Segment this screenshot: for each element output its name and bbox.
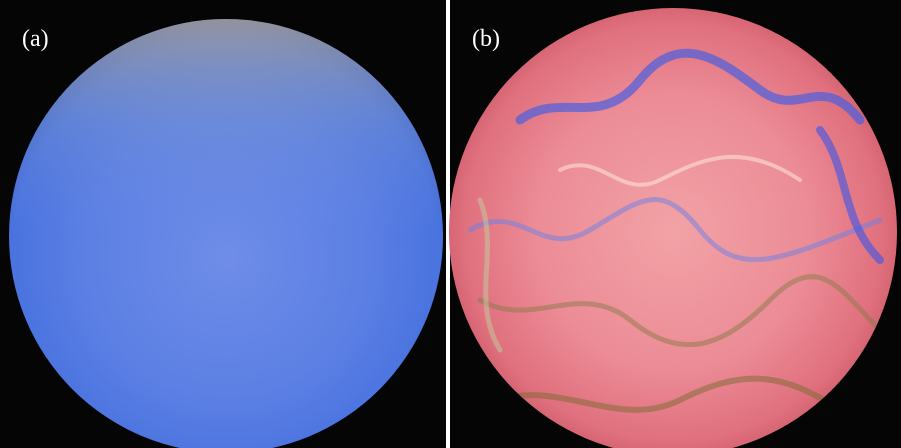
figure: (a) (b): [0, 0, 901, 448]
disc: [449, 8, 897, 448]
panel-b: (b): [449, 0, 901, 448]
disc-shading: [9, 19, 443, 448]
page: (a) (b) (() => { const data = JSON.parse…: [0, 0, 901, 448]
panel-label: (a): [22, 26, 49, 52]
panel-a: (a): [0, 0, 446, 448]
panel-label: (b): [472, 26, 500, 52]
